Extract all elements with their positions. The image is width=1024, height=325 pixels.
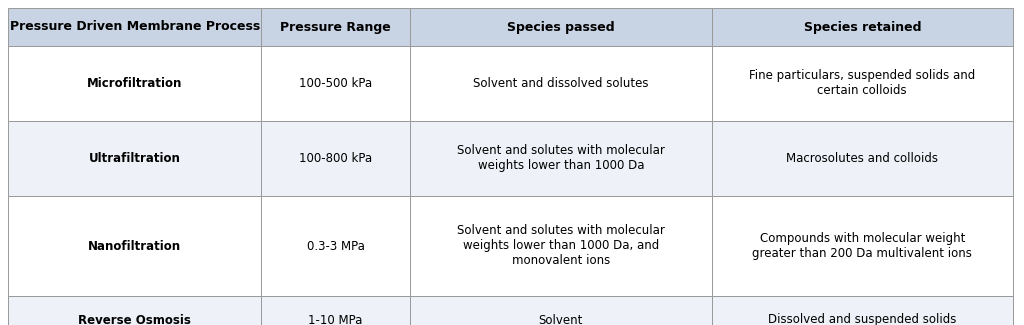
- Bar: [261, 46, 410, 121]
- Bar: [261, 296, 410, 325]
- Bar: [410, 46, 712, 121]
- Text: 100-800 kPa: 100-800 kPa: [299, 152, 372, 165]
- Text: Solvent: Solvent: [539, 314, 583, 325]
- Text: Solvent and solutes with molecular
weights lower than 1000 Da, and
monovalent io: Solvent and solutes with molecular weigh…: [457, 225, 665, 267]
- Text: Species retained: Species retained: [804, 20, 921, 33]
- Text: Macrosolutes and colloids: Macrosolutes and colloids: [786, 152, 938, 165]
- Bar: [410, 296, 712, 325]
- Bar: [410, 196, 712, 296]
- Bar: [261, 121, 410, 196]
- Text: Solvent and dissolved solutes: Solvent and dissolved solutes: [473, 77, 648, 90]
- Bar: [712, 196, 1013, 296]
- Bar: [8, 296, 261, 325]
- Text: Fine particulars, suspended solids and
certain colloids: Fine particulars, suspended solids and c…: [750, 70, 976, 98]
- Text: 1-10 MPa: 1-10 MPa: [308, 314, 362, 325]
- Text: Pressure Driven Membrane Process: Pressure Driven Membrane Process: [9, 20, 260, 33]
- Text: Ultrafiltration: Ultrafiltration: [89, 152, 180, 165]
- Text: Reverse Osmosis: Reverse Osmosis: [78, 314, 191, 325]
- Bar: [261, 8, 410, 46]
- Text: Compounds with molecular weight
greater than 200 Da multivalent ions: Compounds with molecular weight greater …: [753, 232, 972, 260]
- Text: Nanofiltration: Nanofiltration: [88, 240, 181, 253]
- Bar: [410, 121, 712, 196]
- Bar: [410, 8, 712, 46]
- Text: Solvent and solutes with molecular
weights lower than 1000 Da: Solvent and solutes with molecular weigh…: [457, 145, 665, 173]
- Bar: [8, 8, 261, 46]
- Bar: [261, 196, 410, 296]
- Text: Dissolved and suspended solids: Dissolved and suspended solids: [768, 314, 956, 325]
- Bar: [8, 196, 261, 296]
- Bar: [712, 121, 1013, 196]
- Text: 0.3-3 MPa: 0.3-3 MPa: [307, 240, 365, 253]
- Text: Microfiltration: Microfiltration: [87, 77, 182, 90]
- Bar: [712, 296, 1013, 325]
- Bar: [712, 8, 1013, 46]
- Text: Pressure Range: Pressure Range: [281, 20, 391, 33]
- Bar: [712, 46, 1013, 121]
- Bar: [8, 46, 261, 121]
- Bar: [8, 121, 261, 196]
- Text: 100-500 kPa: 100-500 kPa: [299, 77, 372, 90]
- Text: Species passed: Species passed: [507, 20, 614, 33]
